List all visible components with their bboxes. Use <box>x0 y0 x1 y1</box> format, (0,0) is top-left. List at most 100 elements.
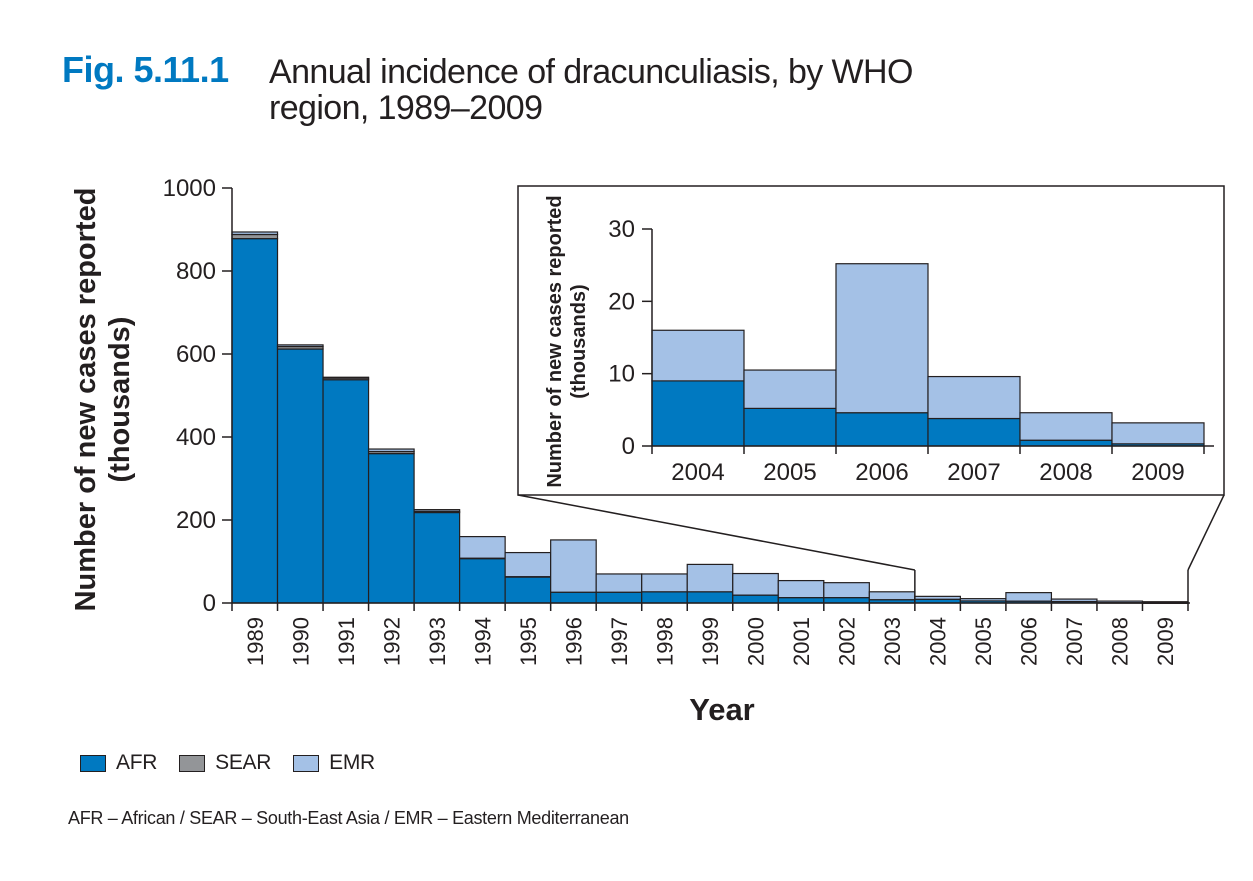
bar-1992-emr <box>367 448 415 453</box>
bar-1998-emr <box>641 573 688 593</box>
inset-x-tick-label-2007: 2007 <box>947 459 1000 486</box>
zoom-line-right <box>1187 494 1225 571</box>
bar-1996-emr <box>550 539 597 593</box>
bar-1991-afr <box>322 379 370 604</box>
x-tick-label-1998: 1998 <box>652 617 677 666</box>
bar-2001-emr <box>777 579 825 599</box>
inset-bar-2005-afr <box>743 407 837 447</box>
inset-bar-2009-emr <box>1111 422 1205 445</box>
legend: AFR SEAR EMR <box>80 751 397 775</box>
bar-2000-emr <box>732 572 779 596</box>
bar-1993-emr <box>413 509 461 512</box>
bar-1995-afr <box>504 576 552 604</box>
x-tick-label-1992: 1992 <box>379 617 404 666</box>
inset-x-tick-label-2005: 2005 <box>763 459 816 486</box>
bar-1996-afr <box>550 591 597 604</box>
bar-2006-emr <box>1005 592 1053 602</box>
y-tick-label-400: 400 <box>176 424 216 451</box>
x-tick-label-1989: 1989 <box>243 617 268 666</box>
legend-label-emr: EMR <box>329 751 375 774</box>
bar-1997-afr <box>595 591 643 604</box>
bar-1999-emr <box>686 563 734 593</box>
inset-bar-2008-afr <box>1019 439 1113 447</box>
x-tick-label-2001: 2001 <box>789 617 814 666</box>
bar-1991-emr <box>322 376 370 379</box>
inset-x-tick-label-2006: 2006 <box>855 459 908 486</box>
y-axis-title-line-1: Number of new cases reported <box>70 188 102 612</box>
bar-1993-afr <box>413 511 461 604</box>
bar-2005-emr <box>959 598 1007 602</box>
x-tick-label-1997: 1997 <box>607 617 632 666</box>
legend-swatch-afr <box>80 754 106 772</box>
y-tick-label-0: 0 <box>203 590 216 617</box>
bar-2003-emr <box>868 591 916 601</box>
inset-bar-2005-emr <box>743 369 837 409</box>
x-axis-title: Year <box>689 692 755 727</box>
x-tick-label-1996: 1996 <box>561 617 586 666</box>
x-tick-label-1991: 1991 <box>334 617 359 666</box>
x-tick-label-1990: 1990 <box>288 617 313 666</box>
inset-x-tick-label-2009: 2009 <box>1131 459 1184 486</box>
inset-x-tick-label-2008: 2008 <box>1039 459 1092 486</box>
x-tick-label-2002: 2002 <box>835 617 860 666</box>
x-tick-label-2008: 2008 <box>1108 617 1133 666</box>
x-tick-label-1995: 1995 <box>516 617 541 666</box>
x-tick-label-2005: 2005 <box>971 617 996 666</box>
bar-1990-emr <box>276 344 324 348</box>
y-axis-title-line-2: (thousands) <box>104 317 136 483</box>
y-tick-label-200: 200 <box>176 507 216 534</box>
zoom-line-left <box>517 494 915 571</box>
inset-y-tick-label-30: 30 <box>608 216 635 243</box>
y-tick-label-600: 600 <box>176 341 216 368</box>
bar-1990-afr <box>276 348 324 604</box>
bar-1989-sear <box>231 233 279 240</box>
legend-item-afr: AFR <box>80 751 157 775</box>
bar-1998-afr <box>641 591 688 604</box>
x-tick-label-2004: 2004 <box>926 617 951 666</box>
y-tick-label-1000: 1000 <box>163 175 216 202</box>
bar-2002-emr <box>823 582 870 599</box>
bar-1992-afr <box>367 453 415 604</box>
legend-item-sear: SEAR <box>179 751 271 775</box>
bar-1989-afr <box>231 238 279 604</box>
inset-y-axis-title-line-1: Number of new cases reported <box>544 195 566 487</box>
bar-1999-afr <box>686 591 734 604</box>
inset-y-tick-label-20: 20 <box>608 288 635 315</box>
inset-bar-2004-emr <box>651 329 745 382</box>
bar-1989-emr <box>231 231 279 236</box>
x-tick-label-1994: 1994 <box>470 617 495 666</box>
legend-label-afr: AFR <box>116 751 158 774</box>
legend-swatch-emr <box>293 754 320 772</box>
inset-y-tick-label-0: 0 <box>622 433 635 460</box>
bar-2001-afr <box>777 597 825 604</box>
inset-bar-2007-emr <box>927 375 1021 420</box>
legend-swatch-sear <box>179 754 206 772</box>
inset-bar-2008-emr <box>1019 412 1113 441</box>
inset-x-tick-label-2004: 2004 <box>671 459 724 486</box>
bar-2000-afr <box>732 594 779 604</box>
bar-2002-afr <box>823 597 870 604</box>
bar-1997-emr <box>595 573 643 593</box>
inset-bar-2006-afr <box>835 412 929 447</box>
x-tick-label-2006: 2006 <box>1017 617 1042 666</box>
inset-bar-2004-afr <box>651 380 745 447</box>
x-tick-label-2009: 2009 <box>1153 617 1178 666</box>
inset-bar-2006-emr <box>835 263 929 414</box>
bar-2004-emr <box>914 595 961 600</box>
legend-label-sear: SEAR <box>215 751 272 774</box>
x-tick-label-2000: 2000 <box>744 617 769 666</box>
bar-1994-afr <box>459 557 506 604</box>
figure-title-text: Annual incidence of dracunculiasis, by W… <box>269 53 913 127</box>
footnote: AFR – African / SEAR – South-East Asia /… <box>68 808 629 828</box>
x-tick-label-1999: 1999 <box>698 617 723 666</box>
figure-label: Fig. 5.11.1 <box>62 49 229 90</box>
y-tick-label-800: 800 <box>176 258 216 285</box>
x-tick-label-1993: 1993 <box>425 617 450 666</box>
x-tick-label-2003: 2003 <box>880 617 905 666</box>
bar-1994-emr <box>459 535 506 559</box>
legend-item-emr: EMR <box>293 751 375 775</box>
inset-bar-2007-afr <box>927 417 1021 447</box>
x-tick-label-2007: 2007 <box>1062 617 1087 666</box>
inset-y-axis-title-line-2: (thousands) <box>568 284 590 398</box>
